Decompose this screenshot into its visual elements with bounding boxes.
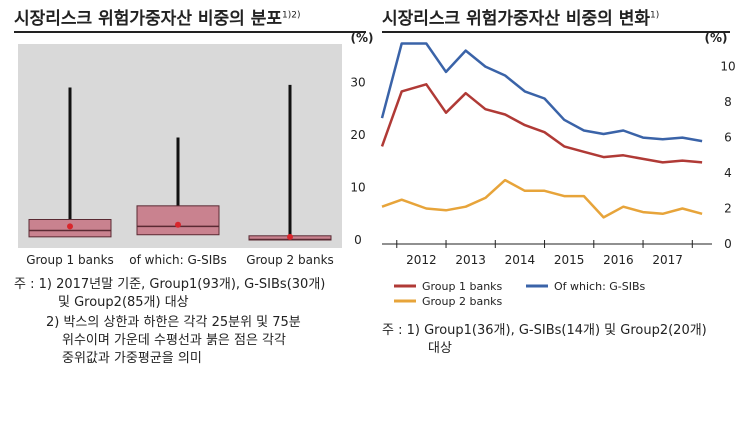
mean-dot [175,221,181,228]
left-y-tick-label: 30 [350,75,365,89]
series-line-gsibs [380,42,703,143]
left-note-4: 위수이며 가운데 수평선과 붉은 점은 각각 [62,333,286,348]
right-x-tick-label: 2016 [603,253,634,267]
right-y-tick-label: 8 [724,95,732,109]
left-note-1: 주 : 1) 2017년말 기준, Group1(93개), G-SIBs(30… [14,277,326,292]
legend-label: Group 2 banks [422,295,503,308]
right-x-tick-label: 2015 [554,253,585,267]
iqr-box [136,205,220,236]
legend-label: Group 1 banks [422,280,503,293]
right-chart-title: 시장리스크 위험가중자산 비중의 변화1) [382,4,730,33]
left-chart-title: 시장리스크 위험가중자산 비중의 분포1)2) [14,4,366,33]
right-y-tick-label: 2 [724,202,732,216]
right-x-tick-label: 2014 [505,253,536,267]
right-x-tick-label: 2012 [406,253,437,267]
legend-label: Of which: G-SIBs [554,280,646,293]
left-y-tick-label: 10 [350,180,365,194]
right-y-tick-label: 0 [724,237,732,251]
right-y-tick-label: 4 [724,166,732,180]
left-x-tick-label: Group 2 banks [246,253,334,267]
right-y-tick-label: 10 [720,60,735,74]
left-x-tick-label: of which: G-SIBs [129,253,226,267]
left-note-3: 2) 박스의 상한과 하한은 각각 25분위 및 75분 [46,315,301,330]
left-x-tick-label: Group 1 banks [26,253,114,267]
series-line-group1 [380,83,703,164]
left-y-tick-label: 0 [354,233,362,247]
left-note-5: 중위값과 가중평균을 의미 [62,351,202,366]
left-note-2: 및 Group2(85개) 대상 [58,295,189,310]
series-line-group2 [381,178,703,219]
mean-dot [67,223,73,230]
right-x-tick-label: 2017 [652,253,683,267]
right-note-1: 주 : 1) Group1(36개), G-SIBs(14개) 및 Group2… [382,323,707,338]
right-x-tick-label: 2013 [455,253,486,267]
right-y-unit: (%) [705,31,728,45]
right-y-tick-label: 6 [724,131,732,145]
mean-dot [287,233,293,240]
left-y-tick-label: 20 [350,128,365,142]
right-note-2: 대상 [428,341,452,356]
left-y-unit: (%) [351,31,374,45]
